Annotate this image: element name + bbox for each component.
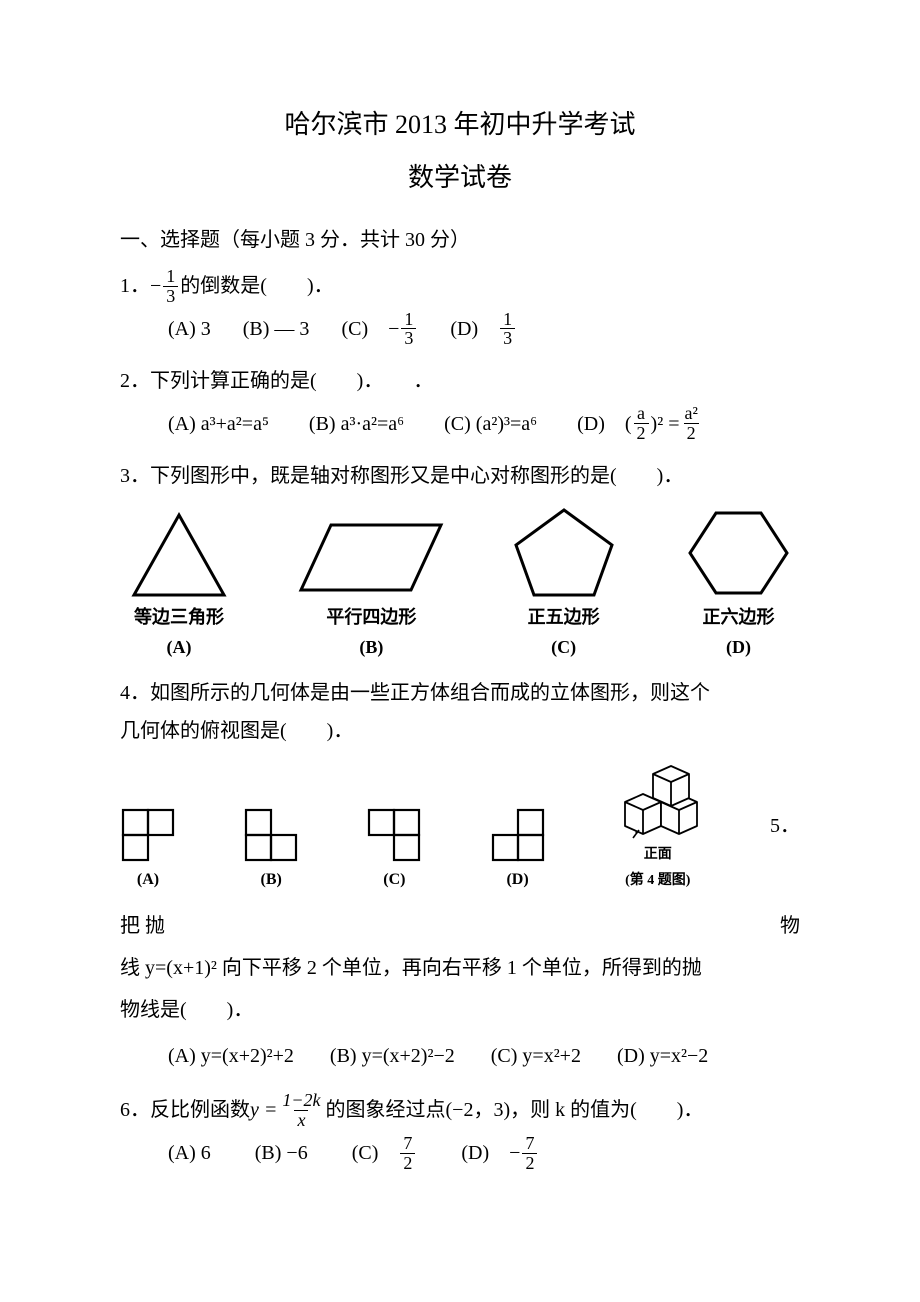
q3-shape-b: 平行四边形 (B) <box>296 510 446 664</box>
q1-opt-b: (B) — 3 <box>243 310 310 348</box>
q4-opt-c: (C) <box>366 807 422 895</box>
q5-opt-d: (D) y=x²−2 <box>617 1035 708 1077</box>
q6-opt-c: (C) 72 <box>352 1134 418 1173</box>
q5-line1-b: 物 <box>780 905 800 947</box>
q4-opt-d: (D) <box>490 807 546 895</box>
q6-opt-d: (D) − 72 <box>461 1134 539 1173</box>
question-1: 1． − 1 3 的倒数是( )． (A) 3 (B) — 3 (C) − 13… <box>120 267 800 349</box>
q4-opt-a: (A) <box>120 807 176 895</box>
q6-opt-a: (A) 6 <box>168 1134 211 1172</box>
q4-stem-a: 如图所示的几何体是由一些正方体组合而成的立体图形，则这个 <box>150 674 710 712</box>
q3-stem: 下列图形中，既是轴对称图形又是中心对称图形的是( )． <box>150 457 683 495</box>
q6-frac: 1−2k x <box>279 1091 323 1130</box>
q3-shape-c: 正五边形 (C) <box>509 505 619 664</box>
q3-shape-a: 等边三角形 (A) <box>124 510 234 664</box>
q2-opt-a: (A) a³+a²=a⁵ <box>168 405 269 443</box>
question-4: 4． 如图所示的几何体是由一些正方体组合而成的立体图形，则这个 几何体的俯视图是… <box>120 674 800 895</box>
q2-options: (A) a³+a²=a⁵ (B) a³·a²=a⁶ (C) (a²)³=a⁶ (… <box>120 404 800 443</box>
q6-options: (A) 6 (B) −6 (C) 72 (D) − 72 <box>120 1134 800 1173</box>
q5-opt-c: (C) y=x²+2 <box>491 1035 581 1077</box>
section-heading: 一、选择题（每小题 3 分．共计 30 分） <box>120 221 800 259</box>
q5-line2: 线 y=(x+1)² 向下平移 2 个单位，再向右平移 1 个单位，所得到的抛 <box>120 947 800 989</box>
q5-line1-a: 把 抛 <box>120 905 165 947</box>
q3-number: 3． <box>120 457 150 495</box>
q5-line3: 物线是( )． <box>120 989 800 1031</box>
question-2: 2． 下列计算正确的是( )． ． (A) a³+a²=a⁵ (B) a³·a²… <box>120 362 800 443</box>
q2-number: 2． <box>120 362 150 400</box>
q2-opt-d: (D) ( a2 )² = a²2 <box>577 404 703 443</box>
q6-number: 6． <box>120 1091 150 1129</box>
q6-yeq: y = <box>250 1091 277 1129</box>
q6-stem-b: 的图象经过点(−2，3)，则 k 的值为( )． <box>326 1091 704 1129</box>
q6-opt-b: (B) −6 <box>255 1134 308 1172</box>
question-5: 把 抛 物 线 y=(x+1)² 向下平移 2 个单位，再向右平移 1 个单位，… <box>120 905 800 1077</box>
q3-shapes: 等边三角形 (A) 平行四边形 (B) 正五边形 (C) 正六边形 (D) <box>120 505 800 664</box>
q5-options: (A) y=(x+2)²+2 (B) y=(x+2)²−2 (C) y=x²+2… <box>120 1035 800 1077</box>
q4-stem-b: 几何体的俯视图是( )． <box>120 712 800 750</box>
q1-options: (A) 3 (B) — 3 (C) − 13 (D) 13 <box>120 310 800 349</box>
q1-frac: 1 3 <box>163 267 178 306</box>
q5-number: 5． <box>770 805 800 847</box>
q4-opt-b: (B) <box>243 807 299 895</box>
q2-stem: 下列计算正确的是( )． ． <box>150 362 433 400</box>
q4-solid-figure: 正面 (第 4 题图) <box>613 758 703 895</box>
q2-opt-c: (C) (a²)³=a⁶ <box>444 405 537 443</box>
question-3: 3． 下列图形中，既是轴对称图形又是中心对称图形的是( )． 等边三角形 (A)… <box>120 457 800 664</box>
q1-neg: − <box>150 267 161 305</box>
q1-opt-c: (C) − 13 <box>341 310 418 349</box>
title-line-2: 数学试卷 <box>120 153 800 202</box>
q3-shape-d: 正六边形 (D) <box>681 505 796 664</box>
q1-opt-d: (D) 13 <box>450 310 517 349</box>
q6-stem-a: 反比例函数 <box>150 1091 250 1129</box>
q5-opt-a: (A) y=(x+2)²+2 <box>168 1035 294 1077</box>
title-line-1: 哈尔滨市 2013 年初中升学考试 <box>120 100 800 149</box>
q5-opt-b: (B) y=(x+2)²−2 <box>330 1035 455 1077</box>
q1-opt-a: (A) 3 <box>168 310 211 348</box>
q1-number: 1． <box>120 267 150 305</box>
question-6: 6． 反比例函数 y = 1−2k x 的图象经过点(−2，3)，则 k 的值为… <box>120 1091 800 1173</box>
q4-number: 4． <box>120 674 150 712</box>
q4-options-row: (A) (B) (C) (D) <box>120 758 800 895</box>
cube-stack-icon <box>613 758 703 842</box>
q2-opt-b: (B) a³·a²=a⁶ <box>309 405 404 443</box>
q1-stem: 的倒数是( )． <box>180 267 333 305</box>
